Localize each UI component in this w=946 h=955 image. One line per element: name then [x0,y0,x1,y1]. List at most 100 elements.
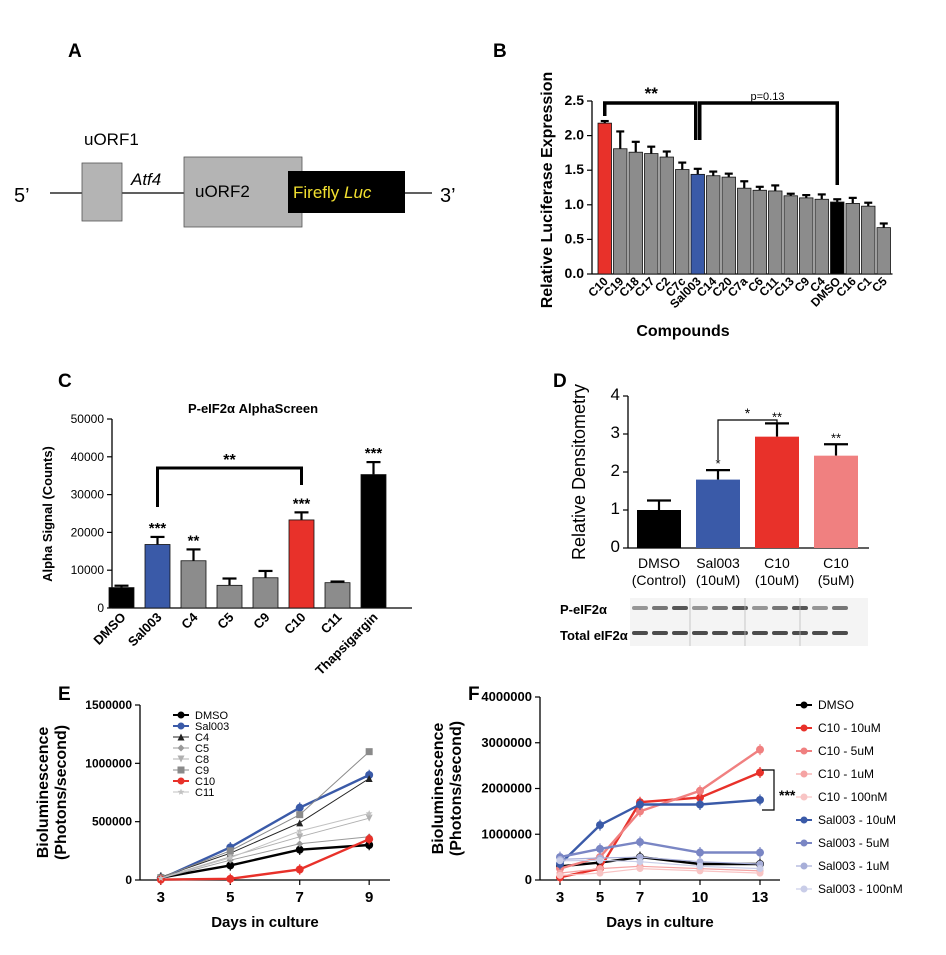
data-point [296,811,304,819]
bar [755,436,799,548]
bar [696,479,740,548]
blot-band [832,606,848,610]
data-point [800,839,808,847]
data-point [596,844,604,853]
blot-band [752,606,768,610]
x-tick-label: Sal003 [696,555,740,571]
data-point [556,857,564,865]
blot-band [812,631,828,635]
data-point [296,827,304,834]
data-point [177,744,185,752]
chart-d-densitometry: 01234DMSO(Control)*Sal003(10uM)**C10(10u… [569,384,869,588]
panel-letter-e: E [58,684,71,705]
bar [876,227,891,275]
x-tick-label: (5uM) [818,572,855,588]
x-tick-label: 3 [157,889,165,906]
significance-bracket [717,419,778,460]
x-tick-label: C11 [318,610,345,637]
significance-label: *** [779,787,796,803]
five-prime-label: 5’ [14,185,30,207]
x-tick-label: Sal003 [125,610,165,650]
bar-significance: *** [293,495,311,512]
data-point [596,821,604,830]
series-line [559,798,761,865]
uorf2-label: uORF2 [195,182,250,201]
significance-bracket [603,101,698,140]
y-tick-label: 1.0 [565,196,585,212]
legend-label: Sal003 - 1uM [818,859,889,873]
y-tick-label: 1.5 [565,161,585,177]
legend-label: C9 [195,765,209,777]
data-point [800,724,808,732]
data-point [177,722,185,730]
bar [180,560,207,609]
panel-letter-a: A [68,41,82,62]
data-point [756,865,764,873]
data-point [226,861,235,870]
x-tick-label: 5 [596,889,604,906]
y-tick-label: 2.5 [565,92,585,108]
blot-band [772,606,788,610]
data-point [295,865,304,874]
bar [637,510,681,548]
data-point [636,800,644,809]
x-axis-title: Compounds [636,323,729,340]
legend-label: C5 [195,743,209,755]
x-tick-label: C4 [178,609,201,632]
x-axis-title: Days in culture [211,914,319,931]
data-point [296,833,304,841]
blot-band [812,606,828,610]
bar [597,122,612,275]
y-tick-label: 1500000 [85,698,132,712]
x-tick-label: 7 [296,889,304,906]
panel-letter-d: D [553,371,567,392]
data-point [756,848,764,857]
x-tick-label: (10uM) [696,572,740,588]
bar [861,205,876,275]
legend-label: DMSO [195,710,228,722]
legend-label: C4 [195,732,209,744]
data-point [177,766,185,774]
bar [706,175,721,275]
y-axis-title: Bioluminescence [35,727,52,859]
bar [721,176,736,275]
series-line [160,813,370,879]
data-point [177,777,185,785]
data-point [800,862,808,870]
bar [814,455,858,548]
data-point [296,840,304,848]
blot-label-total-eif2a: Total eIF2α [560,628,628,643]
data-point [296,819,304,827]
x-tick-label: DMSO [90,610,128,648]
bar [324,582,351,609]
series-line [160,817,370,879]
bar [845,203,860,275]
legend-label: C10 - 10uM [818,721,881,735]
y-tick-label: 3 [611,423,620,442]
x-axis-title: Days in culture [606,914,714,931]
series-line [160,773,370,880]
bar [783,195,798,275]
blot-band [652,631,668,635]
y-tick-label: 2.0 [565,127,585,143]
luc-label: Luc [344,183,372,202]
y-tick-label: 3000000 [481,735,532,750]
y-tick-label: 0 [97,601,104,615]
x-tick-label: 13 [752,889,769,906]
significance-label: ** [645,84,659,103]
y-tick-label: 40000 [71,450,105,464]
blot-band [832,631,848,635]
legend-label: C10 [195,776,215,788]
chart-b-luciferase: 0.00.51.01.52.02.5C10C19C18C17C2C7cSal00… [539,72,893,340]
y-axis-title: Bioluminescence [430,723,447,855]
western-blot: P-eIF2α Total eIF2α [560,598,868,646]
firefly-luc-box [288,171,405,213]
data-point [295,803,304,812]
x-tick-label: DMSO [638,555,680,571]
data-point [636,865,644,873]
x-tick-label: (Control) [632,572,686,588]
data-point [596,869,604,877]
significance-bracket [762,769,775,811]
bar [768,190,783,275]
